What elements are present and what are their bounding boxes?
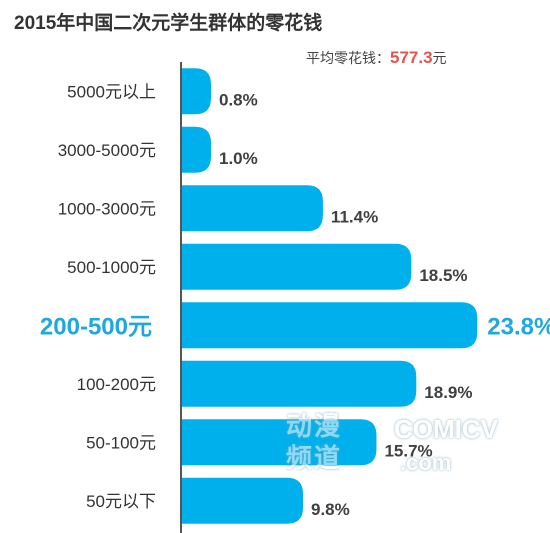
value-label-3: 18.5% (419, 266, 467, 285)
average-value: 577.3 (390, 48, 433, 67)
bar-2 (181, 185, 323, 232)
bar-6 (181, 419, 377, 466)
value-label-4: 23.8% (487, 313, 550, 340)
value-label-7: 9.8% (311, 500, 350, 519)
chart-title: 2015年中国二次元学生群体的零花钱 (14, 13, 323, 34)
category-label-5: 100-200元 (77, 375, 156, 394)
value-label-0: 0.8% (219, 90, 258, 109)
bar-1 (181, 126, 211, 173)
value-label-5: 18.9% (424, 383, 472, 402)
average-label: 平均零花钱： (306, 50, 390, 66)
category-axis-line (180, 62, 182, 533)
bar-7 (181, 477, 304, 524)
bar-5 (181, 360, 417, 407)
average-unit: 元 (432, 50, 447, 66)
bar-3 (181, 243, 412, 290)
average-allowance: 平均零花钱：577.3元 (306, 48, 447, 68)
category-label-1: 3000-5000元 (58, 141, 156, 160)
category-label-4: 200-500元 (40, 313, 152, 340)
category-label-2: 1000-3000元 (58, 199, 156, 218)
value-label-6: 15.7% (384, 441, 432, 460)
category-label-6: 50-100元 (86, 433, 156, 452)
bar-4 (181, 302, 478, 349)
category-label-0: 5000元以上 (67, 82, 156, 101)
category-label-3: 500-1000元 (67, 258, 156, 277)
value-label-1: 1.0% (219, 149, 258, 168)
bar-0 (181, 68, 211, 115)
value-label-2: 11.4% (331, 207, 378, 226)
category-label-7: 50元以下 (86, 492, 156, 511)
